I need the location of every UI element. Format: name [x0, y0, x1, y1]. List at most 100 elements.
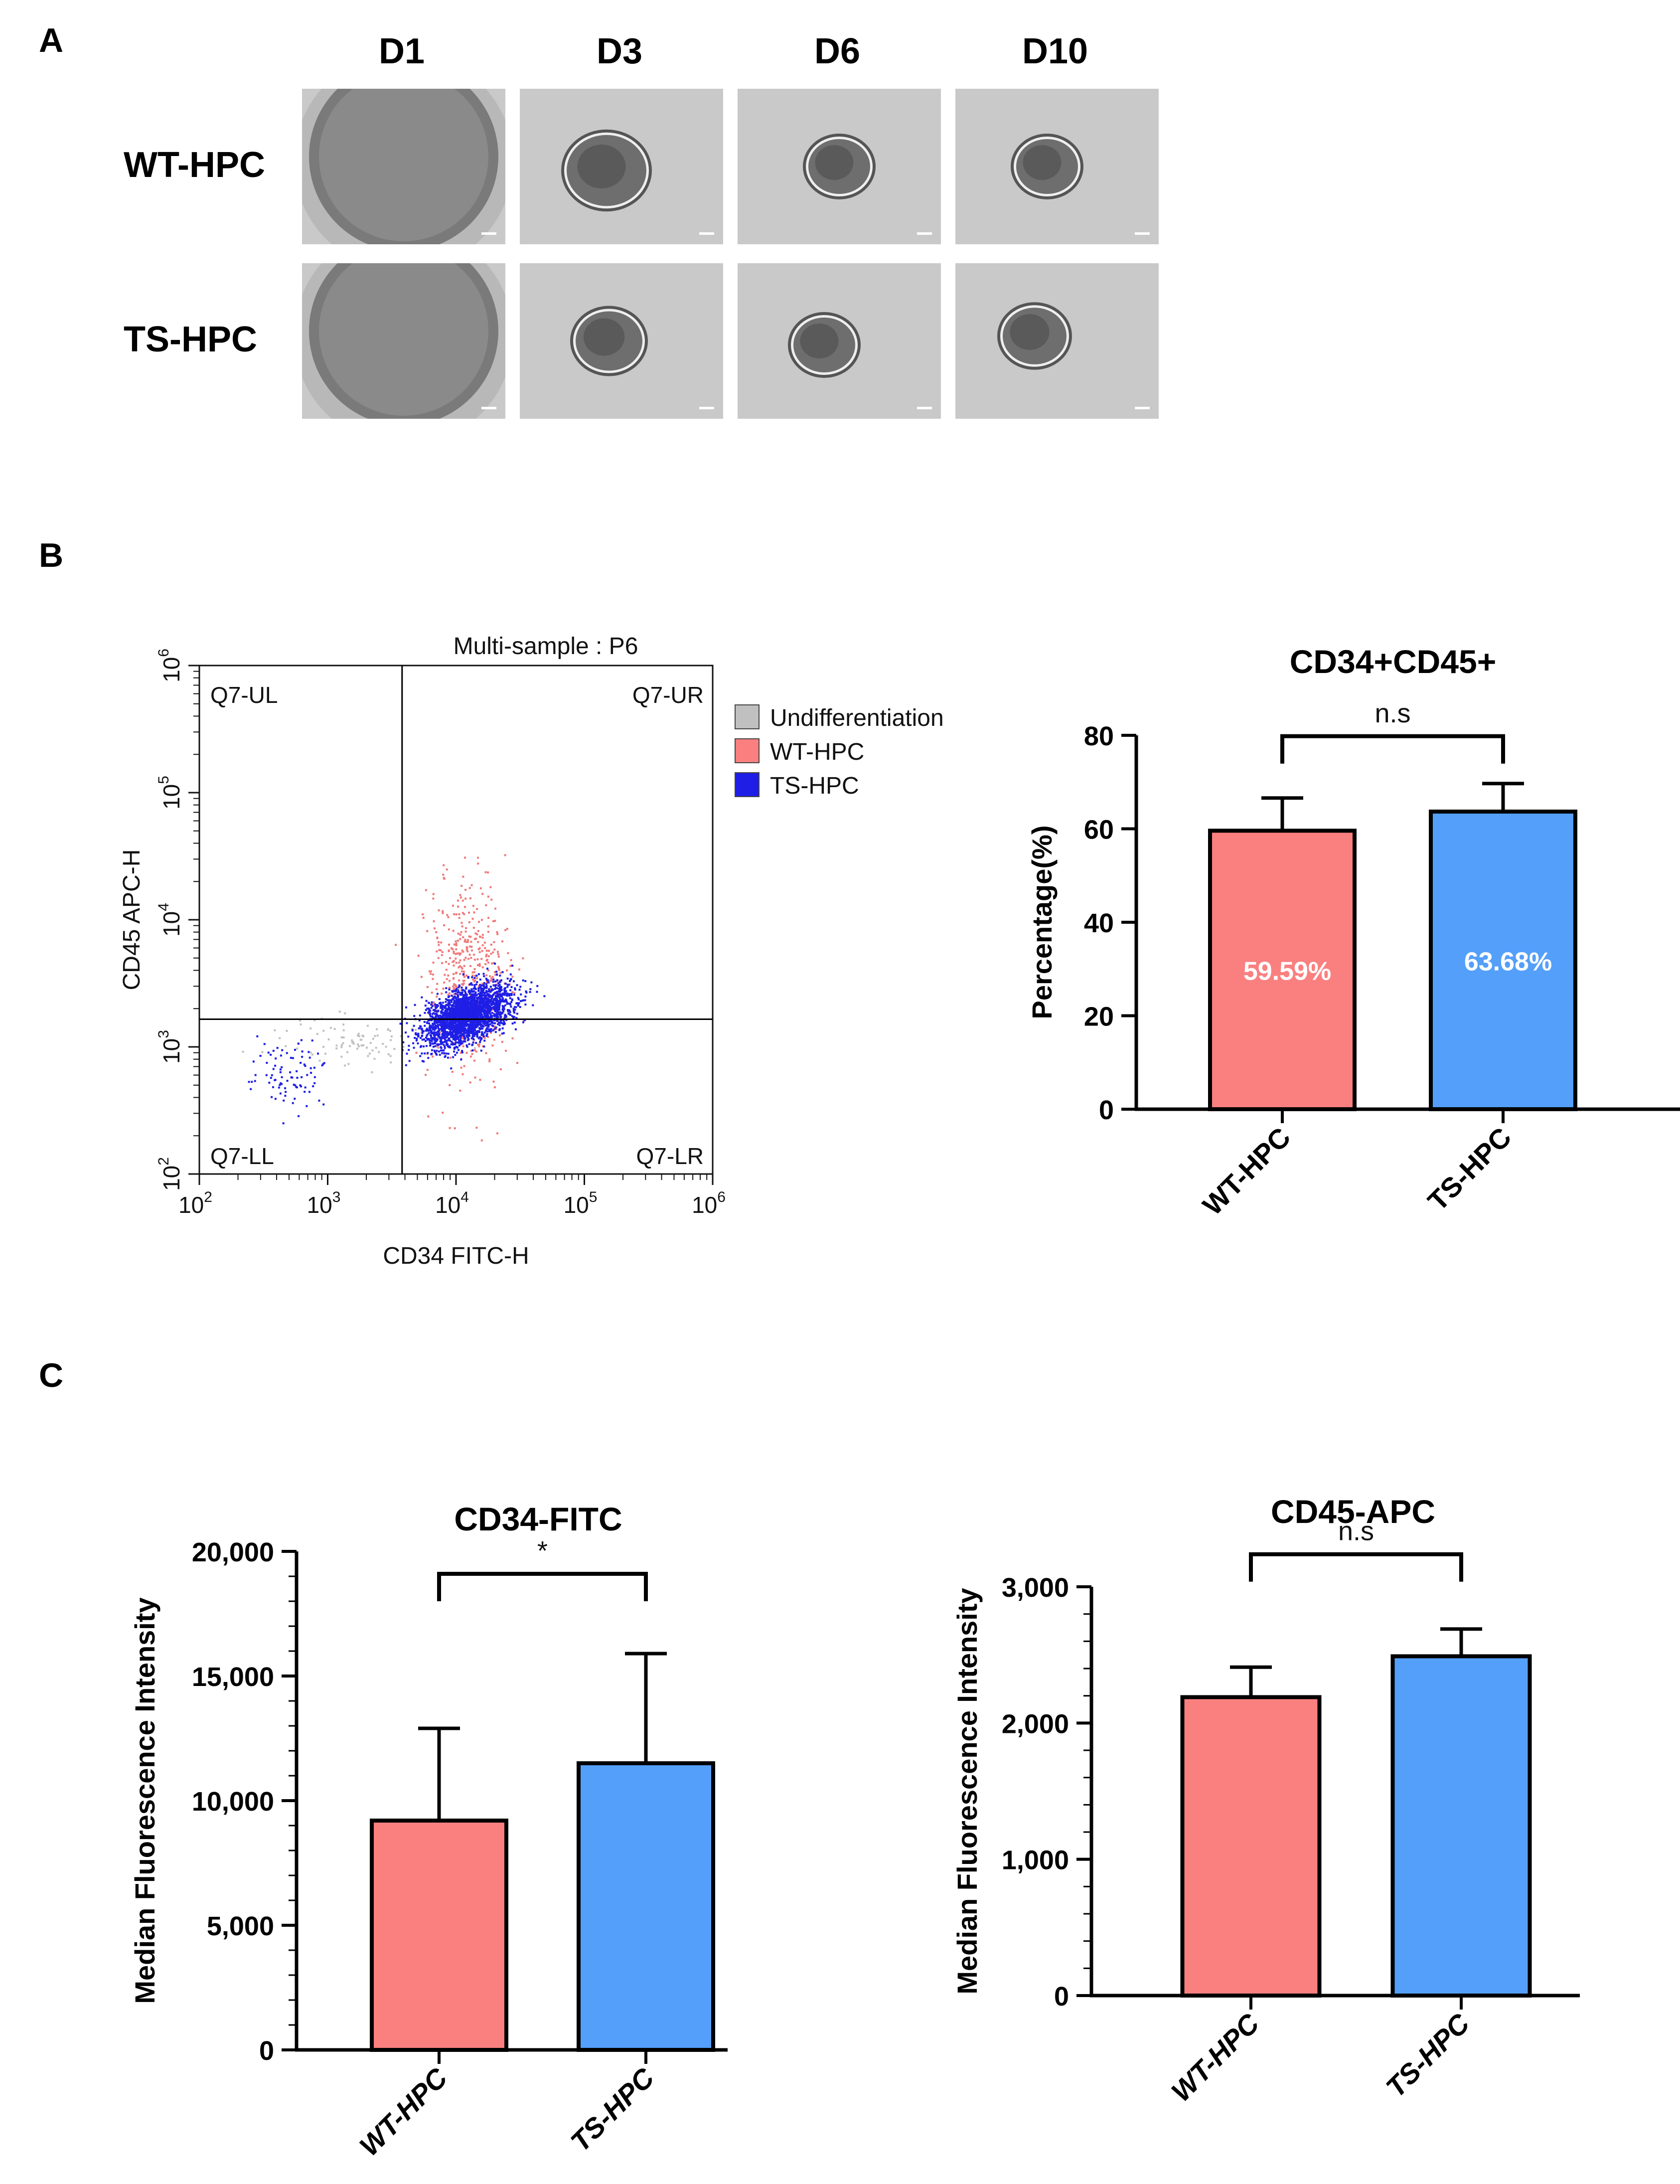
flow-event-dot — [513, 1010, 515, 1013]
micrograph-ts-hpc-d1 — [302, 263, 505, 419]
flow-event-dot — [503, 988, 506, 990]
flow-event-dot — [432, 1027, 434, 1030]
flow-event-dot — [290, 1057, 292, 1059]
flow-event-dot — [453, 950, 455, 953]
flow-event-dot — [252, 1060, 255, 1063]
flow-event-dot — [469, 1026, 472, 1029]
flow-event-dot — [442, 1016, 445, 1018]
flow-event-dot — [408, 1049, 410, 1051]
flow-event-dot — [442, 1017, 445, 1019]
flow-event-dot — [476, 1012, 479, 1015]
flow-event-dot — [416, 1037, 418, 1040]
flow-event-dot — [307, 1051, 310, 1053]
flow-event-dot — [498, 1013, 501, 1015]
flow-event-dot — [426, 1033, 429, 1036]
flow-event-dot — [525, 990, 527, 993]
flow-event-dot — [472, 993, 474, 996]
flow-event-dot — [443, 1037, 445, 1039]
flow-event-dot — [458, 984, 460, 987]
flow-event-dot — [445, 1052, 448, 1055]
flow-event-dot — [511, 1015, 513, 1017]
flow-event-dot — [467, 1029, 469, 1031]
flow-event-dot — [468, 945, 471, 948]
flow-event-dot — [469, 936, 472, 938]
flow-event-dot — [271, 1096, 273, 1098]
micrograph-ts-hpc-d10 — [955, 263, 1159, 419]
flow-event-dot — [421, 1028, 423, 1030]
flow-event-dot — [485, 1035, 488, 1037]
flow-event-dot — [442, 1032, 444, 1035]
flow-event-dot — [443, 877, 445, 879]
flow-event-dot — [484, 1029, 487, 1032]
flow-event-dot — [486, 1022, 488, 1024]
flow-event-dot — [508, 993, 511, 995]
flow-event-dot — [481, 893, 484, 895]
flow-event-dot — [464, 930, 467, 933]
flow-event-dot — [465, 948, 468, 951]
bar-wt-hpc — [1180, 1695, 1322, 1998]
flow-event-dot — [454, 1021, 457, 1023]
flow-population-ts-hpc — [248, 1035, 325, 1125]
flow-event-dot — [493, 998, 495, 1001]
flow-event-dot — [467, 1027, 469, 1029]
flow-event-dot — [475, 983, 477, 986]
flow-event-dot — [293, 1083, 295, 1086]
flow-event-dot — [459, 896, 462, 899]
flow-event-dot — [448, 987, 451, 989]
bar-wt-hpc — [1208, 829, 1357, 1111]
flow-event-dot — [451, 990, 454, 992]
flow-event-dot — [462, 1040, 464, 1042]
flow-event-dot — [427, 1011, 430, 1014]
flow-event-dot — [461, 1017, 464, 1019]
flow-event-dot — [446, 1010, 449, 1012]
flow-event-dot — [448, 1006, 451, 1008]
flow-event-dot — [451, 1040, 453, 1043]
flow-event-dot — [472, 1020, 475, 1022]
flow-event-dot — [512, 1008, 515, 1010]
flow-event-dot — [433, 1049, 436, 1052]
flow-event-dot — [431, 1040, 433, 1042]
flow-event-dot — [486, 1030, 488, 1033]
flow-event-dot — [471, 971, 474, 974]
flow-event-dot — [474, 975, 476, 977]
significance-bracket — [1280, 734, 1505, 764]
flow-event-dot — [465, 996, 468, 999]
flow-plot-frame — [198, 665, 714, 1175]
flow-event-dot — [480, 1023, 482, 1025]
flow-event-dot — [480, 958, 483, 960]
flow-event-dot — [431, 1032, 433, 1034]
flow-event-dot — [254, 1080, 256, 1082]
flow-event-dot — [427, 1029, 429, 1031]
flow-event-dot — [444, 1013, 447, 1015]
flow-event-dot — [498, 990, 501, 993]
flow-event-dot — [461, 1036, 464, 1038]
flow-event-dot — [317, 1052, 319, 1055]
flow-event-dot — [411, 1027, 414, 1030]
flow-event-dot — [481, 950, 483, 952]
flow-event-dot — [454, 1008, 457, 1011]
flow-event-dot — [431, 1049, 433, 1051]
flow-event-dot — [504, 992, 507, 995]
flow-event-dot — [482, 1035, 485, 1037]
bar-y-tick-label: 5,000 — [207, 1911, 274, 1941]
flow-event-dot — [429, 1039, 431, 1042]
flow-event-dot — [458, 917, 460, 919]
flow-event-dot — [459, 1002, 461, 1005]
flow-event-dot — [488, 1005, 491, 1008]
flow-event-dot — [455, 1041, 457, 1044]
flow-event-dot — [471, 1029, 473, 1032]
flow-event-dot — [425, 1045, 428, 1047]
flow-event-dot — [430, 1004, 433, 1006]
flow-event-dot — [440, 1003, 442, 1006]
flow-event-dot — [468, 997, 470, 999]
flow-event-dot — [443, 864, 445, 866]
flow-event-dot — [417, 955, 420, 957]
flow-event-dot — [466, 1002, 468, 1005]
flow-event-dot — [457, 1038, 459, 1040]
flow-event-dot — [438, 1021, 441, 1023]
flow-event-dot — [476, 1031, 479, 1033]
flow-event-dot — [466, 1045, 468, 1048]
flow-event-dot — [456, 1024, 458, 1027]
flow-event-dot — [465, 1003, 467, 1005]
flow-event-dot — [455, 972, 458, 974]
